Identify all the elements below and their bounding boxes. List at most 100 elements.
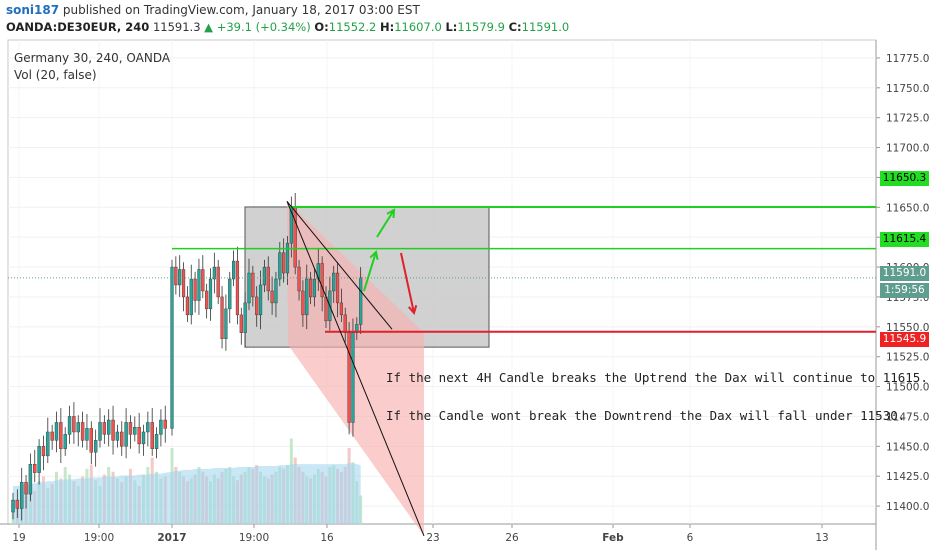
candle-body (212, 266, 216, 280)
instrument-title: Germany 30, 240, OANDA (14, 51, 171, 65)
candle-body (154, 434, 159, 449)
candle-body (128, 422, 133, 435)
candle-body (285, 242, 290, 274)
candle-body (76, 422, 80, 433)
volume-ma-area (13, 463, 361, 524)
candle-body (266, 266, 270, 292)
candle-body (67, 416, 72, 435)
candle-body (197, 269, 201, 301)
candle-body (274, 278, 278, 304)
time-tick-label: Feb (602, 532, 624, 544)
volume-study-label[interactable]: Vol (20, false) (14, 68, 97, 82)
time-tick-label: 23 (426, 532, 439, 544)
candle-body (305, 278, 309, 316)
candle-body (351, 332, 355, 423)
candle-body (80, 422, 85, 441)
candle-body (193, 278, 197, 301)
last-price: 11591.3 (152, 20, 201, 34)
price-tick-label: 11700.0 (886, 143, 929, 155)
price-tick-label: 11400.0 (886, 501, 929, 513)
candle-body (159, 419, 163, 435)
open-value: 11552.2 (328, 20, 377, 34)
candle-body (332, 272, 336, 292)
candle-body (309, 278, 313, 298)
candle-body (63, 434, 67, 449)
arrow-up-long (376, 209, 395, 238)
time-tick-label: 16 (320, 532, 334, 544)
price-tick-label: 11775.0 (886, 53, 929, 65)
candle-body (98, 422, 102, 441)
candle-body (102, 422, 107, 435)
candle-body (15, 499, 20, 509)
time-axis[interactable]: 19 19:00 2017 19:00 16 23 26 Feb 6 13 (12, 524, 829, 544)
close-value: 11591.0 (521, 20, 570, 34)
high-value: 11607.0 (394, 20, 442, 34)
candle-body (41, 446, 46, 457)
price-change: +39.1 (+0.34%) (216, 20, 311, 34)
candle-body (243, 302, 247, 333)
channel-upper-edge (286, 201, 425, 537)
price-tick-label: 11450.0 (886, 441, 929, 453)
high-label: H: (379, 20, 395, 34)
candle-body (185, 296, 189, 316)
time-tick-label: 6 (687, 532, 694, 544)
candle-body (239, 314, 243, 333)
candle-body (220, 296, 224, 339)
candle-body (228, 278, 232, 310)
candles (11, 192, 363, 521)
candle-body (251, 272, 255, 298)
candle-body (293, 207, 297, 268)
candle-body (93, 440, 98, 453)
candle-body (133, 427, 137, 435)
candle-body (111, 419, 115, 441)
time-tick-label: 13 (815, 532, 828, 544)
annotation-downtrend: If the Candle wont break the Downtrend t… (386, 408, 906, 423)
candle-body (359, 277, 363, 325)
candle-body (59, 422, 63, 449)
time-tick-label: 26 (505, 532, 519, 544)
candle-body (247, 272, 251, 304)
close-label: C: (508, 20, 522, 34)
candle-body (258, 284, 263, 316)
price-tag-last: 11591.0 (880, 266, 929, 281)
candle-body (20, 481, 24, 509)
arrow-down (400, 252, 415, 314)
candle-body (355, 324, 359, 333)
downtrend-line (286, 201, 393, 330)
chart-header: soni187 published on TradingView.com, Ja… (0, 0, 932, 36)
low-value: 11579.9 (457, 20, 505, 34)
candle-body (170, 266, 174, 429)
candle-body (115, 431, 120, 441)
price-tick-label: 11650.0 (886, 202, 929, 214)
candle-body (224, 308, 228, 339)
candle-body (120, 431, 124, 447)
author-link[interactable]: soni187 (6, 3, 60, 17)
candle-body (343, 314, 347, 333)
candle-body (201, 269, 205, 292)
candle-body (89, 428, 94, 453)
time-tick-label: 2017 (157, 532, 186, 544)
candle-body (50, 431, 54, 441)
candle-body (189, 278, 193, 316)
publish-line: soni187 published on TradingView.com, Ja… (6, 3, 420, 17)
candle-body (297, 266, 301, 292)
symbol-label: OANDA:DE30EUR, 240 (6, 20, 150, 34)
candle-body (72, 416, 76, 433)
price-tag-green-top: 11650.3 (880, 171, 929, 186)
arrow-up-short (363, 251, 377, 292)
candle-body (24, 481, 28, 495)
candle-body (137, 427, 141, 445)
candle-body (335, 272, 340, 304)
time-tick-label: 19:00 (239, 532, 269, 544)
candle-body (231, 260, 236, 280)
up-arrow-icon: ▲ (204, 20, 214, 34)
candle-body (106, 419, 111, 435)
candle-body (85, 428, 89, 441)
candle-body (11, 499, 15, 513)
price-tick-label: 11750.0 (886, 83, 929, 95)
chart-legend: Germany 30, 240, OANDA Vol (20, false) (14, 50, 170, 84)
candle-body (178, 269, 182, 286)
candle-body (124, 422, 128, 447)
candle-body (339, 302, 343, 316)
